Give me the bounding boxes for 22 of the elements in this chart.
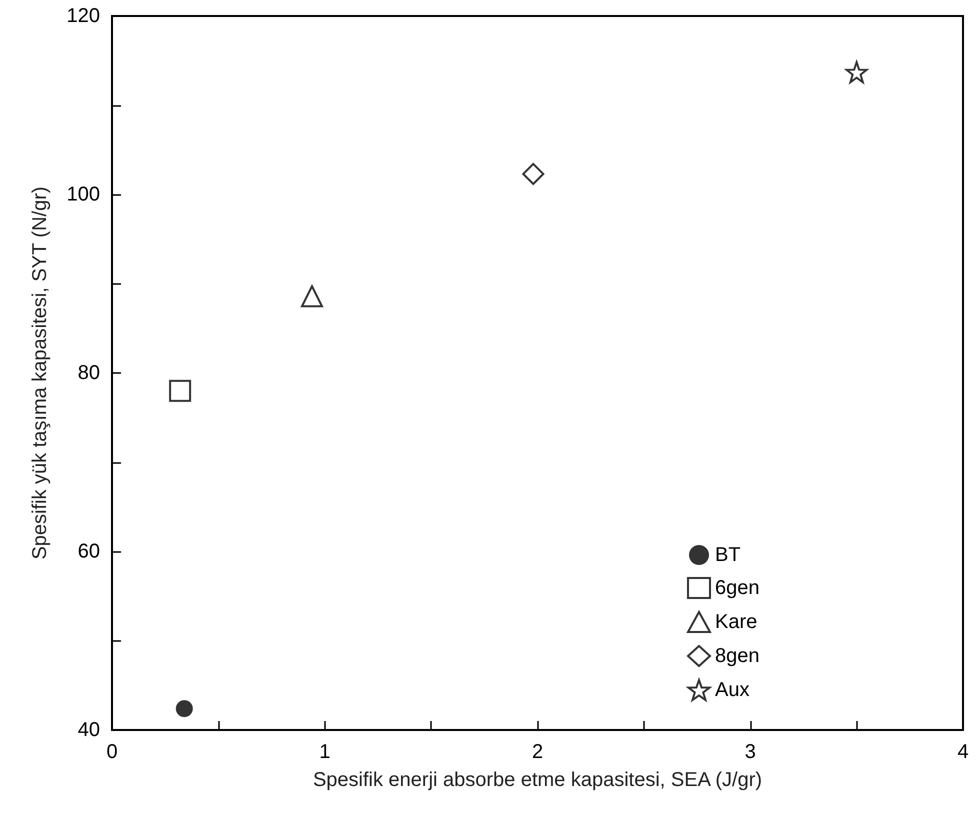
x-tick-label: 4 [957, 741, 969, 763]
point [522, 162, 544, 185]
y-tick-label: 60 [78, 540, 100, 562]
y-tick-label: 100 [66, 184, 100, 206]
point [300, 285, 323, 308]
y-tick-label: 120 [66, 5, 100, 27]
y-tick-label: 80 [78, 362, 100, 384]
x-tick-label: 0 [106, 741, 118, 763]
point [176, 700, 193, 718]
legend-label: 6gen [715, 577, 760, 599]
point [169, 380, 192, 402]
legend-label: Aux [715, 679, 750, 701]
y-axis-title: Spesifik yük taşıma kapasitesi, SYT (N/gr) [29, 186, 51, 560]
legend-label: Kare [715, 611, 758, 633]
point [846, 61, 868, 84]
x-tick-label: 1 [319, 741, 330, 763]
legend-label: 8gen [715, 645, 760, 667]
x-axis-title: Spesifik enerji absorbe etme kapasitesi, SEA (J/gr) [312, 769, 762, 791]
y-tick-label: 40 [78, 719, 100, 741]
x-tick-label: 3 [744, 741, 756, 763]
legend-label: BT [715, 544, 741, 566]
x-tick-label: 2 [532, 741, 544, 763]
